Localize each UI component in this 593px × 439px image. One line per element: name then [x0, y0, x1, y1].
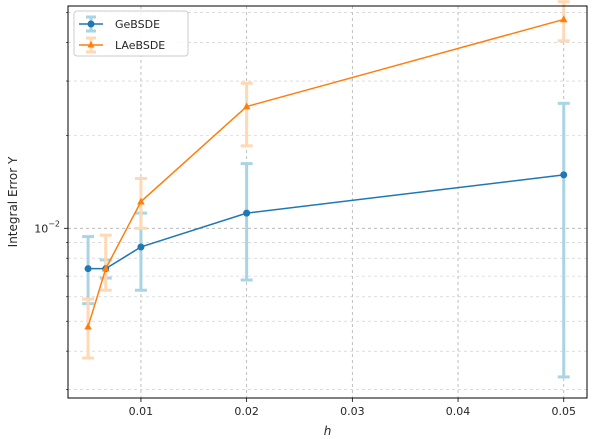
legend-marker-gebsde: [87, 20, 95, 28]
data-point-gebsde-0: [84, 265, 92, 273]
axis-ticks: 0.01 0.02 0.03 0.04 0.05 10−2: [34, 12, 576, 418]
legend-label-laebsde: LAeBSDE: [115, 39, 165, 52]
x-tick-label-4: 0.05: [551, 405, 576, 418]
x-tick-label-3: 0.04: [446, 405, 471, 418]
data-point-laebsde-0: [84, 322, 92, 330]
legend-label-gebsde: GeBSDE: [115, 18, 160, 31]
data-point-gebsde-4: [560, 171, 568, 179]
data-point-gebsde-2: [137, 243, 145, 251]
legend-entry-laebsde: LAeBSDE: [79, 36, 165, 54]
y-axis-label: Integral Error Y: [6, 156, 20, 247]
x-axis-label: h: [324, 424, 332, 438]
data-point-gebsde-3: [243, 209, 251, 217]
x-tick-label-0: 0.01: [129, 405, 154, 418]
series-lines: [84, 15, 568, 330]
legend: GeBSDE LAeBSDE: [73, 10, 189, 57]
data-point-laebsde-4: [559, 15, 568, 23]
plot-frame: [67, 5, 588, 399]
x-tick-label-2: 0.03: [340, 405, 365, 418]
data-point-laebsde-2: [137, 197, 145, 205]
data-point-laebsde-3: [242, 102, 251, 110]
legend-marker-laebsde: [87, 41, 95, 48]
data-point-laebsde-1: [101, 264, 110, 272]
x-tick-label-1: 0.02: [234, 405, 259, 418]
y-tick-label-0: 10−2: [34, 219, 60, 235]
legend-entry-gebsde: GeBSDE: [79, 15, 160, 33]
